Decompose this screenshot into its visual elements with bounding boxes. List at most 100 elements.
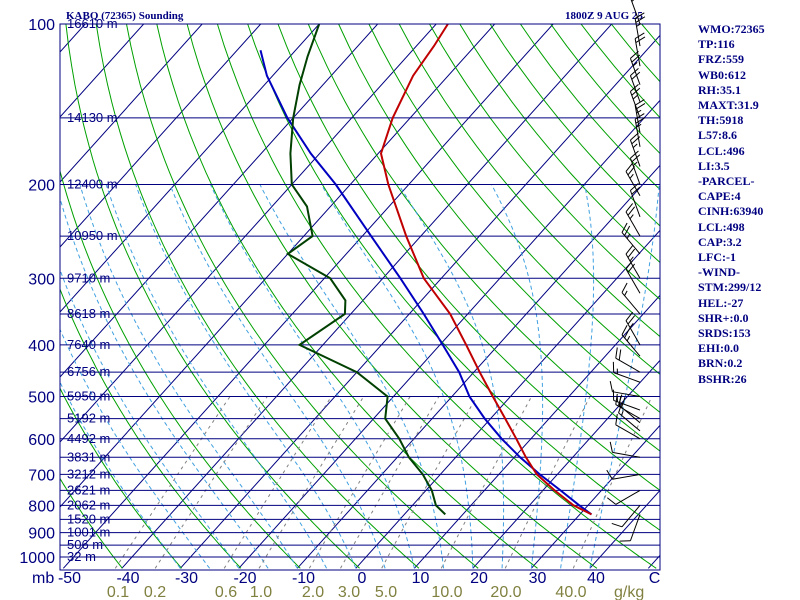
sounding-index-item: -PARCEL- [698, 174, 755, 189]
wind-barb-half-feather [636, 23, 642, 27]
height-label: 4492 m [67, 431, 110, 446]
wind-barb-staff [612, 473, 641, 480]
isotherm-line [530, 424, 660, 569]
wind-barb-staff [613, 372, 641, 383]
sounding-index-item: WMO:72365 [698, 22, 765, 36]
pressure-label: 200 [28, 177, 55, 194]
sounding-index-item: STM:299/12 [698, 280, 762, 295]
wind-barb [630, 0, 641, 25]
wind-barb-feather [606, 469, 613, 480]
background-grid [60, 24, 660, 569]
wind-barb-feather [618, 395, 622, 407]
sounding-index-item: SHR+:0.0 [698, 310, 749, 325]
moist-adiabat-line [135, 184, 357, 569]
wind-barb-feather [635, 36, 646, 43]
moist-adiabat-line [169, 184, 386, 569]
wind-barb-staff [621, 232, 641, 255]
sounding-index-item: FRZ:559 [698, 52, 744, 67]
height-label: 10950 m [67, 228, 118, 243]
wind-barb-staff [629, 157, 641, 185]
dry-adiabat-line [60, 287, 242, 569]
moist-adiabat-line [60, 196, 269, 569]
mixing-ratio-label: 0.6 [215, 584, 237, 600]
mixing-ratio-label: 40.0 [555, 584, 586, 600]
wind-barb-feather [634, 12, 645, 19]
plot-border [59, 23, 661, 571]
wind-barb [629, 150, 641, 185]
moist-adiabat-line [60, 268, 240, 569]
wind-barb-staff [615, 489, 641, 505]
height-label: 32 m [67, 549, 96, 564]
temperature-tick-label: -20 [233, 570, 256, 587]
moist-adiabat-line [560, 184, 595, 569]
mixing-ratio-line [258, 396, 365, 569]
wind-barb-staff [629, 58, 641, 85]
isotherm-line [60, 24, 145, 118]
isotherm-line [179, 34, 660, 569]
wind-barb [618, 402, 641, 432]
temperature-tick-label: 10 [412, 570, 430, 587]
wind-barb [609, 441, 641, 458]
wind-barb-staff [613, 399, 641, 411]
dry-adiabat-line [60, 477, 123, 569]
wind-barb [629, 68, 641, 103]
wind-barb-half-feather [624, 290, 628, 296]
mixing-ratio-line [223, 396, 332, 569]
isotherm-line [589, 489, 660, 569]
sounding-index-item: BRN:0.2 [698, 356, 743, 371]
wind-barb-feather [625, 162, 634, 172]
wind-barb-feather [611, 522, 623, 528]
wind-barb-half-feather [621, 410, 624, 416]
wind-barb-feather [621, 222, 628, 233]
isotherm-line [60, 24, 203, 183]
wind-barb-half-feather [632, 143, 638, 148]
wind-barb-feather [621, 282, 628, 293]
wind-barb-staff [625, 253, 641, 279]
sounding-index-item: CAP:3.2 [698, 234, 742, 249]
temperature-tick-label: 40 [587, 570, 605, 587]
height-label: 1001 m [67, 525, 110, 540]
wind-barb-feather [624, 328, 631, 339]
temperature-tick-label: C [649, 570, 661, 587]
isotherm-line [472, 359, 660, 569]
height-label: 506 m [67, 537, 103, 552]
wind-barb-feather [615, 414, 618, 425]
wind-barb-half-feather [632, 61, 638, 67]
sounding-index-item: LFC:-1 [698, 250, 736, 265]
station-title: KABQ (72365) Sounding [66, 10, 184, 22]
sounding-index-item: EHI:0.0 [698, 341, 740, 356]
wind-barb-feather [635, 117, 646, 124]
pressure-label: 300 [28, 271, 55, 288]
mixing-ratio-label: 3.0 [338, 584, 360, 600]
pressure-label: 400 [28, 338, 55, 355]
wind-barb-feather [627, 263, 636, 273]
wind-barb-half-feather [632, 95, 638, 100]
mixing-ratio-line [114, 396, 231, 569]
wind-barb-feather [635, 103, 646, 110]
wind-barb-staff [625, 268, 641, 294]
wind-barb-feather [631, 71, 641, 80]
height-label: 1520 m [67, 511, 110, 526]
wind-barb [634, 113, 646, 147]
height-label: 3831 m [67, 449, 110, 464]
mixing-ratio-label: 2.0 [302, 584, 324, 600]
wind-barb-feather [631, 154, 641, 163]
wind-barb-staff [630, 0, 641, 25]
sounding-indices: WMO:72365 TP:116 FRZ:559 WB0:612 RH:35.1 MAXT… [698, 22, 765, 387]
height-label: 5192 m [67, 411, 110, 426]
wind-barb-feather [615, 347, 618, 359]
wind-barb-half-feather [629, 173, 634, 179]
wind-barb-staff [629, 75, 641, 103]
wind-barb [609, 381, 641, 398]
temperature-tick-label: -40 [116, 570, 139, 587]
sounding-index-item: -WIND- [698, 265, 740, 280]
pressure-label: 600 [28, 432, 55, 449]
wind-barb-feather [615, 393, 618, 405]
sounding-index-item: HEL:-27 [698, 295, 744, 310]
mixing-ratio-label: 20.0 [490, 584, 521, 600]
wind-barb-staff [615, 404, 641, 420]
temperature-tick-label: -50 [58, 570, 81, 587]
wind-barb-feather [621, 396, 626, 408]
parcel-trace [259, 49, 593, 516]
wind-barb-staff [618, 412, 641, 432]
